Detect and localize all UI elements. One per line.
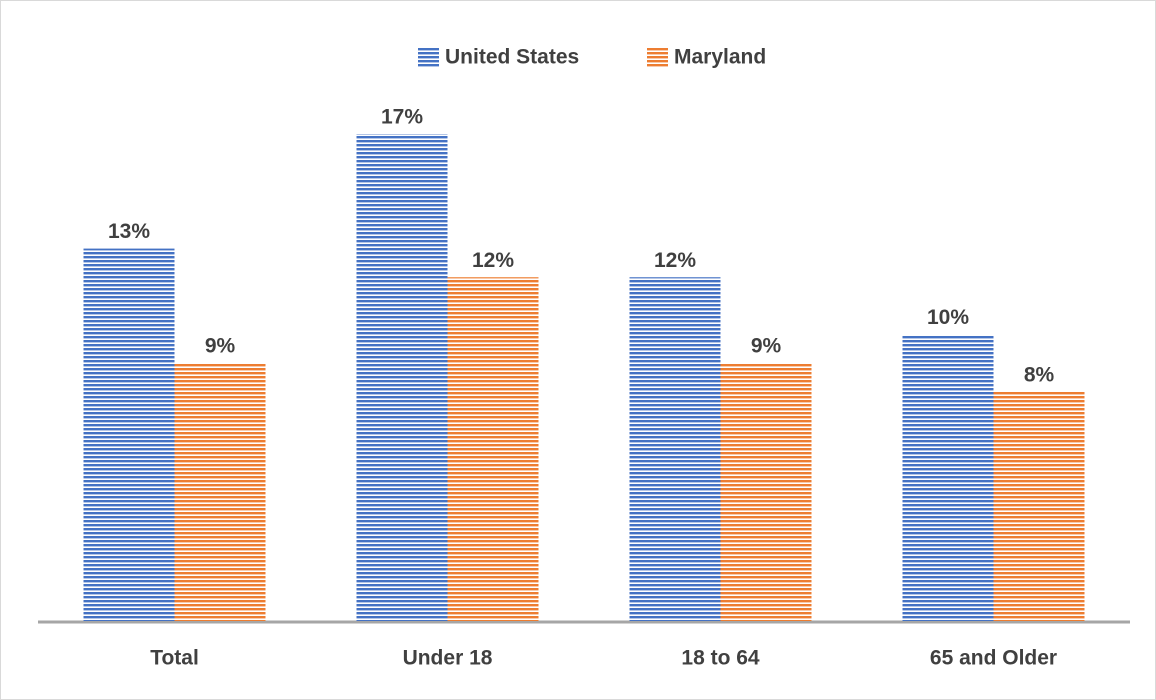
legend-swatch — [647, 47, 668, 68]
x-tick-label: Total — [150, 647, 199, 670]
bar — [356, 134, 448, 621]
bar — [629, 277, 721, 621]
x-tick-label: 18 to 64 — [681, 647, 760, 670]
data-label: 12% — [472, 249, 514, 272]
data-label: 10% — [927, 306, 969, 329]
bar — [720, 363, 812, 621]
data-label: 12% — [654, 249, 696, 272]
bar — [902, 334, 994, 621]
x-tick-label: Under 18 — [403, 647, 493, 670]
data-label: 13% — [108, 220, 150, 243]
legend-swatch — [418, 47, 439, 68]
legend-label: United States — [445, 46, 579, 69]
legend-label: Maryland — [674, 46, 766, 69]
x-tick-label: 65 and Older — [930, 647, 1057, 670]
bar — [993, 391, 1085, 621]
bar — [447, 277, 539, 621]
data-label: 9% — [751, 335, 782, 358]
bar — [174, 363, 266, 621]
bar — [83, 248, 175, 621]
data-label: 8% — [1024, 363, 1055, 386]
data-label: 9% — [205, 335, 236, 358]
data-label: 17% — [381, 106, 423, 129]
